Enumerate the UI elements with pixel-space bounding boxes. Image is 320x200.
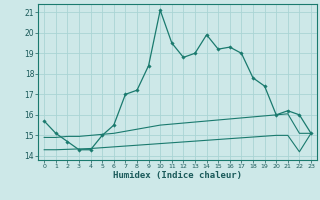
X-axis label: Humidex (Indice chaleur): Humidex (Indice chaleur) <box>113 171 242 180</box>
